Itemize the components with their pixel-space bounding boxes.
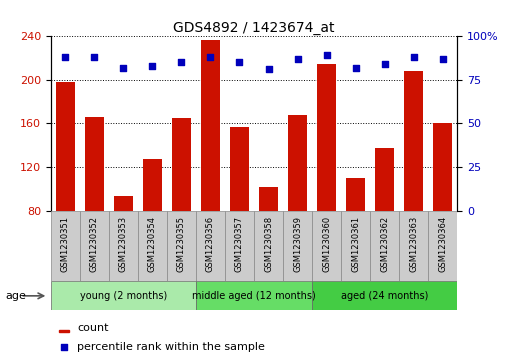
Text: GSM1230351: GSM1230351 <box>61 216 70 272</box>
Bar <box>51 281 196 310</box>
Point <box>323 53 331 58</box>
Bar <box>196 281 312 310</box>
Point <box>294 56 302 62</box>
Point <box>265 66 273 72</box>
Bar <box>109 211 138 281</box>
Bar <box>404 71 423 211</box>
Point <box>235 60 243 65</box>
Point <box>438 56 447 62</box>
Text: middle aged (12 months): middle aged (12 months) <box>192 291 316 301</box>
Point <box>119 65 128 70</box>
Text: GSM1230355: GSM1230355 <box>177 216 186 272</box>
Text: GSM1230353: GSM1230353 <box>119 216 128 272</box>
Text: GSM1230359: GSM1230359 <box>293 216 302 272</box>
Point <box>380 61 389 67</box>
Point <box>409 54 418 60</box>
Text: GSM1230357: GSM1230357 <box>235 216 244 272</box>
Text: GSM1230361: GSM1230361 <box>351 216 360 272</box>
Bar <box>317 64 336 211</box>
Bar <box>341 211 370 281</box>
Bar <box>375 148 394 211</box>
Bar <box>172 118 191 211</box>
Bar <box>283 211 312 281</box>
Bar <box>399 211 428 281</box>
Point <box>61 54 70 60</box>
Bar <box>51 211 80 281</box>
Bar <box>201 40 220 211</box>
Title: GDS4892 / 1423674_at: GDS4892 / 1423674_at <box>173 21 335 35</box>
Text: GSM1230362: GSM1230362 <box>380 216 389 272</box>
Bar <box>370 211 399 281</box>
Bar <box>230 127 249 211</box>
Point <box>206 54 214 60</box>
Bar <box>312 281 457 310</box>
Text: count: count <box>77 323 109 333</box>
Bar <box>288 115 307 211</box>
Text: GSM1230364: GSM1230364 <box>438 216 447 272</box>
Bar <box>312 211 341 281</box>
Bar <box>80 211 109 281</box>
Text: GSM1230354: GSM1230354 <box>148 216 157 272</box>
Point <box>352 65 360 70</box>
Bar <box>428 211 457 281</box>
Bar <box>167 211 196 281</box>
Bar <box>143 159 162 211</box>
Text: GSM1230360: GSM1230360 <box>322 216 331 272</box>
Bar <box>254 211 283 281</box>
Text: GSM1230356: GSM1230356 <box>206 216 215 272</box>
Point <box>90 54 99 60</box>
Bar <box>259 187 278 211</box>
Point <box>177 60 185 65</box>
Bar <box>346 178 365 211</box>
Bar <box>196 211 225 281</box>
Bar <box>85 117 104 211</box>
Text: GSM1230352: GSM1230352 <box>90 216 99 272</box>
Text: GSM1230363: GSM1230363 <box>409 216 418 273</box>
Text: percentile rank within the sample: percentile rank within the sample <box>77 342 265 352</box>
Text: GSM1230358: GSM1230358 <box>264 216 273 272</box>
Point <box>148 63 156 69</box>
Bar <box>138 211 167 281</box>
Text: age: age <box>5 291 26 301</box>
Text: young (2 months): young (2 months) <box>80 291 167 301</box>
Bar <box>433 123 452 211</box>
Bar <box>114 196 133 211</box>
Point <box>60 344 68 350</box>
Bar <box>225 211 254 281</box>
Bar <box>59 330 69 333</box>
Text: aged (24 months): aged (24 months) <box>341 291 428 301</box>
Bar <box>56 82 75 211</box>
